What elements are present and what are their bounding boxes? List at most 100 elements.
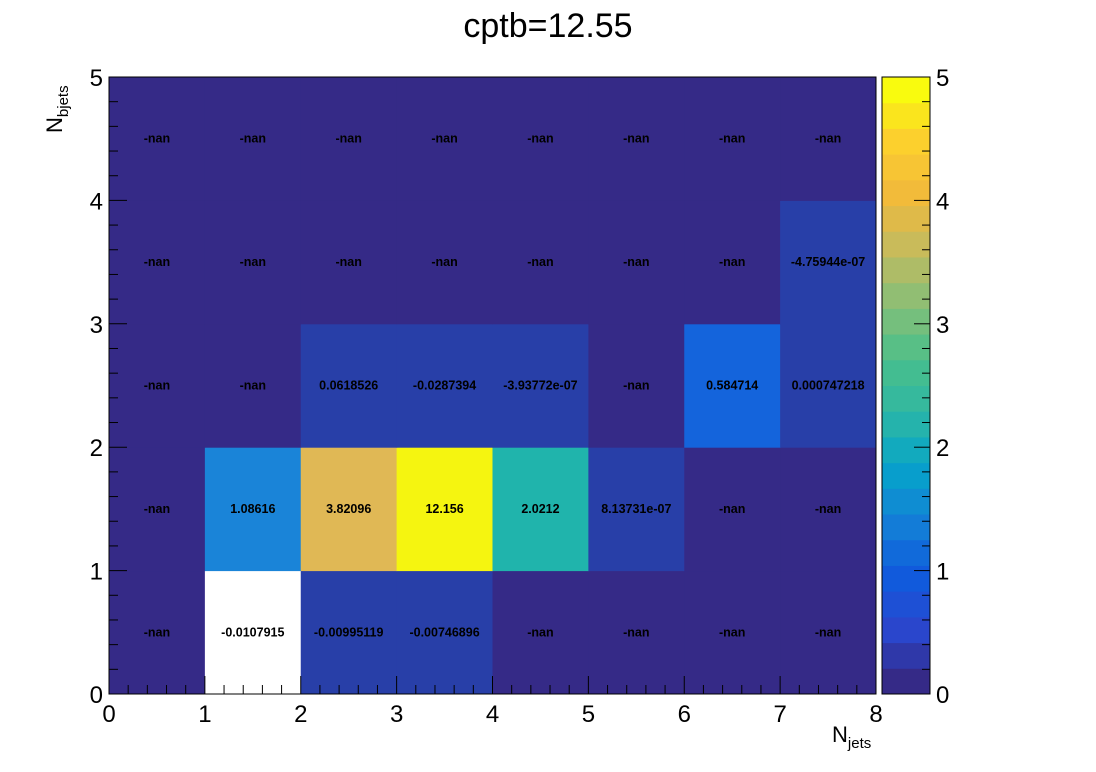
x-axis-title: Njets [832, 722, 871, 752]
y-tick-label: 1 [90, 559, 103, 586]
x-tick-label: 6 [678, 701, 691, 728]
colorbar-segment [882, 668, 930, 695]
cell-value-label: -nan [240, 255, 266, 269]
cell-value-label: -nan [144, 132, 170, 146]
x-tick-label: 2 [294, 701, 307, 728]
cell-value-label: -0.0107915 [221, 625, 284, 639]
heatmap-cell [684, 570, 781, 695]
chart-title: cptb=12.55 [463, 7, 632, 45]
heatmap-cell [204, 323, 302, 448]
cell-value-label: -nan [623, 132, 649, 146]
heatmap-cell [109, 323, 206, 448]
heatmap-cell [396, 323, 493, 448]
heatmap-cell [204, 77, 302, 201]
cell-value-label: -0.00995119 [314, 625, 384, 639]
colorbar-tick-label: 2 [936, 435, 949, 462]
x-tick-label: 7 [773, 701, 786, 728]
cell-value-label: -nan [240, 379, 266, 393]
heatmap-cell [588, 77, 685, 201]
heatmap-cells [109, 77, 877, 695]
colorbar-tick-label: 5 [936, 65, 949, 92]
heatmap-cell-labels: -nan -0.0107915 -0.00995119 -0.00746896 -nan… [144, 132, 866, 640]
cell-value-label: -nan [719, 132, 745, 146]
cell-value-label: -nan [815, 625, 841, 639]
colorbar-segment [882, 231, 930, 258]
cell-value-label: -nan [719, 255, 745, 269]
heatmap-cell [204, 570, 302, 695]
cell-value-label: -nan [527, 255, 553, 269]
colorbar-segment [882, 308, 930, 335]
heatmap-cell [109, 200, 206, 325]
cell-value-label: 12.156 [425, 502, 463, 516]
heatmap-cell [684, 200, 781, 325]
cell-value-label: -nan [144, 379, 170, 393]
cell-value-label: 3.82096 [326, 502, 371, 516]
cell-value-label: -nan [144, 502, 170, 516]
colorbar-segment [882, 334, 930, 361]
heatmap-cell [684, 77, 781, 201]
y-axis-title-main: N [42, 117, 67, 133]
heatmap-cell [780, 77, 877, 201]
heatmap-cell [300, 200, 398, 325]
heatmap-cell [588, 570, 685, 695]
x-tick-label: 0 [102, 701, 115, 728]
cell-value-label: -4.75944e-07 [791, 255, 865, 269]
colorbar-segment [882, 539, 930, 566]
heatmap-cell [492, 570, 589, 695]
cell-value-label: 1.08616 [230, 502, 275, 516]
cell-value-label: 0.0618526 [319, 379, 378, 393]
heatmap-cell [492, 447, 589, 572]
heatmap-cell [396, 447, 493, 572]
heatmap-cell [300, 447, 398, 572]
heatmap-cell [492, 200, 589, 325]
y-axis-title-sub: bjets [55, 85, 72, 117]
cell-value-label: -nan [431, 132, 457, 146]
colorbar-segment [882, 179, 930, 207]
colorbar-tick-label: 3 [936, 312, 949, 339]
axis-ticks: 0 1 2 3 4 5 6 7 8 0 1 2 3 4 5 [90, 65, 883, 728]
heatmap-cell [109, 570, 206, 695]
colorbar-segment [882, 462, 930, 489]
cell-value-label: -nan [623, 379, 649, 393]
colorbar-segment [882, 128, 930, 155]
y-tick-label: 5 [90, 65, 103, 92]
cell-value-label: -3.93772e-07 [503, 379, 577, 393]
heatmap-cell [492, 77, 589, 201]
cell-value-label: -nan [240, 132, 266, 146]
cell-value-label: -nan [719, 502, 745, 516]
cell-value-label: -nan [719, 625, 745, 639]
heatmap-cell [684, 447, 781, 572]
cell-value-label: -nan [431, 255, 457, 269]
colorbar-tick-label: 1 [936, 559, 949, 586]
cell-value-label: 8.13731e-07 [601, 502, 671, 516]
heatmap-cell [109, 447, 206, 572]
colorbar-segment [882, 642, 930, 669]
heatmap-cell [300, 323, 398, 448]
cell-value-label: -nan [623, 255, 649, 269]
cell-value-label: -0.00746896 [409, 625, 479, 639]
colorbar-segment [882, 256, 930, 284]
colorbar-segment [882, 77, 930, 104]
colorbar-segment [882, 514, 930, 541]
heatmap-cell [109, 77, 206, 201]
cell-value-label: -nan [527, 132, 553, 146]
x-axis-title-main: N [832, 722, 848, 747]
x-tick-label: 1 [198, 701, 211, 728]
heatmap-cell [300, 570, 398, 695]
x-tick-label: 5 [582, 701, 595, 728]
colorbar-segment [882, 565, 930, 592]
cell-value-label: -nan [144, 625, 170, 639]
colorbar-segment [882, 385, 930, 412]
colorbar-segment [882, 616, 930, 644]
y-axis-title: Nbjets [42, 85, 72, 133]
cell-value-label: 0.584714 [706, 379, 758, 393]
heatmap-cell [396, 200, 493, 325]
heatmap-cell [588, 447, 685, 572]
cell-value-label: 2.0212 [521, 502, 559, 516]
cell-value-label: -nan [335, 132, 361, 146]
cell-value-label: -nan [815, 502, 841, 516]
colorbar: 0 1 2 3 4 5 [881, 65, 949, 709]
heatmap-cell [396, 570, 493, 695]
cell-value-label: -nan [335, 255, 361, 269]
